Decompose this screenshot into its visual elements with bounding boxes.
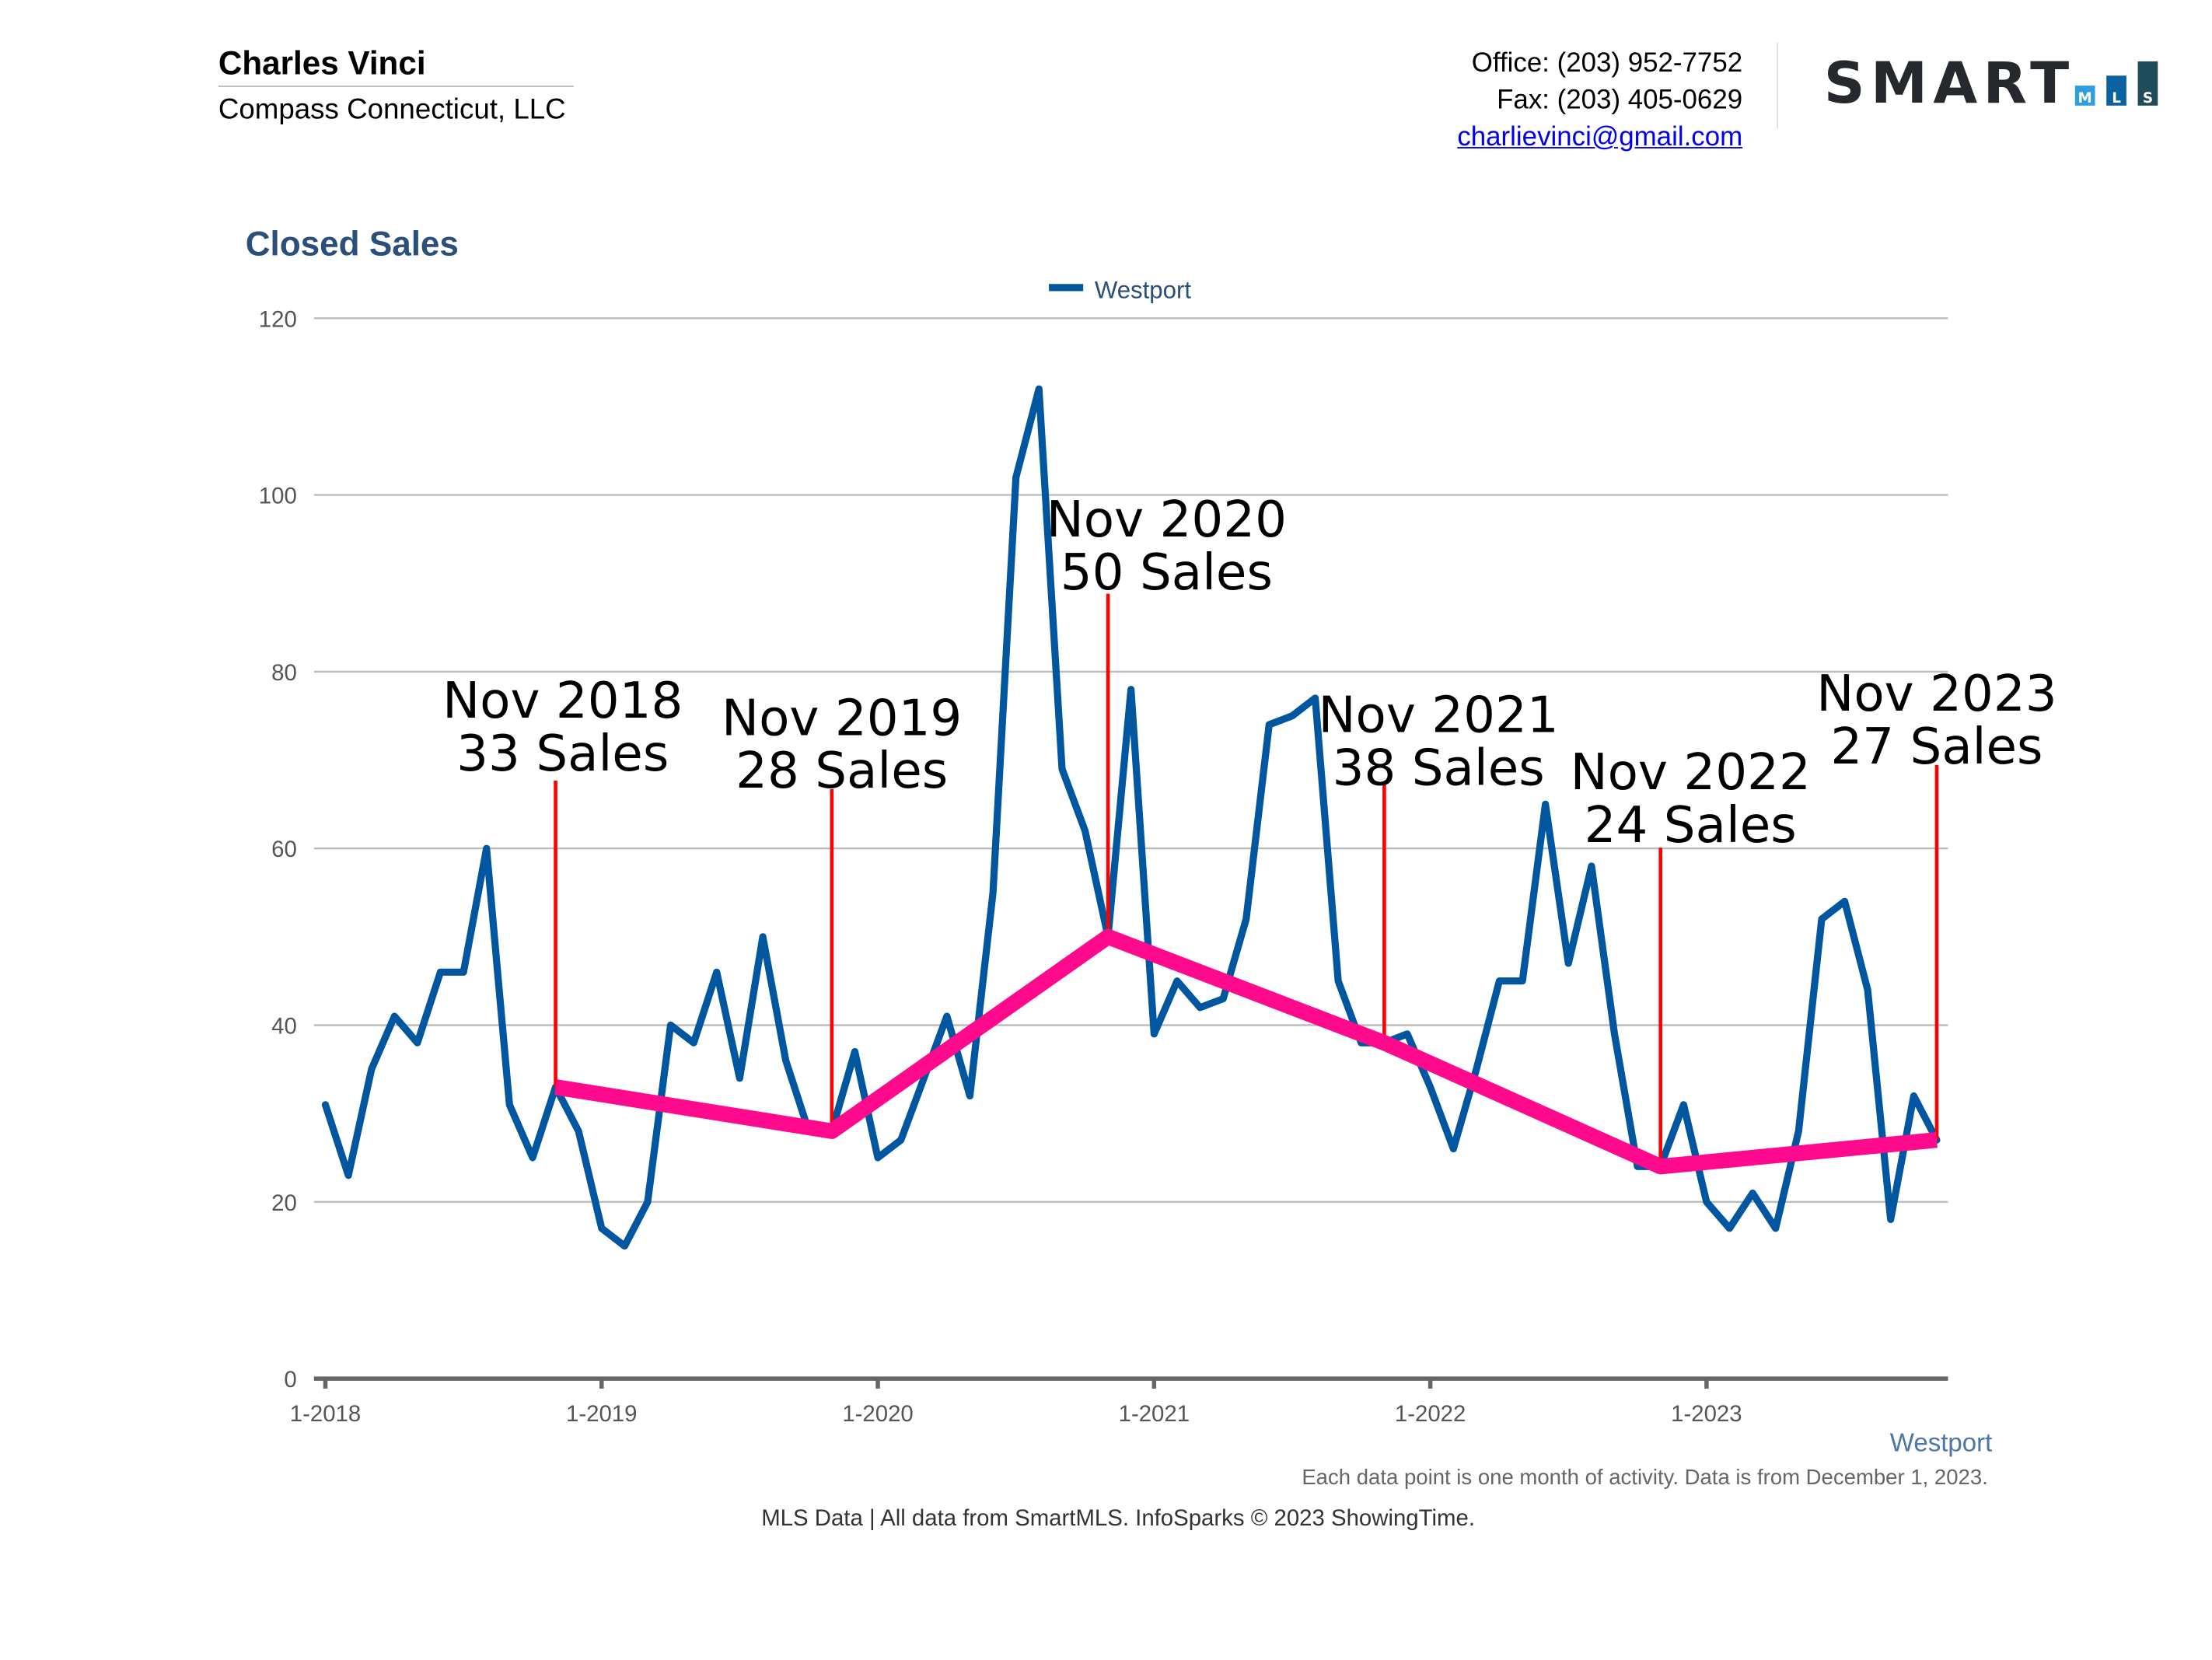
legend-swatch (1049, 284, 1083, 291)
legend: Westport (1049, 277, 1191, 304)
y-tick-label: 20 (271, 1190, 297, 1216)
november-trend-line (556, 937, 1937, 1167)
annotation-month: Nov 2021 (1319, 687, 1559, 745)
annotation-month: Nov 2019 (722, 689, 962, 747)
annotation-sales: 38 Sales (1333, 739, 1545, 798)
annotation-month: Nov 2018 (442, 672, 683, 730)
y-tick-label: 100 (259, 484, 297, 509)
y-tick-label: 80 (271, 660, 297, 686)
annotation-sales: 27 Sales (1830, 718, 2043, 776)
x-tick-label: 1-2019 (566, 1401, 637, 1427)
x-tick-label: 1-2022 (1395, 1401, 1466, 1427)
annotation-sales: 24 Sales (1585, 796, 1797, 854)
annotation-month: Nov 2022 (1571, 743, 1811, 802)
y-tick-label: 40 (271, 1014, 297, 1040)
x-tick-label: 1-2023 (1671, 1401, 1742, 1427)
legend-label: Westport (1095, 277, 1192, 304)
y-tick-label: 0 (284, 1367, 296, 1393)
annotation-month: Nov 2020 (1047, 491, 1287, 549)
x-tick-label: 1-2020 (842, 1401, 913, 1427)
annotation-sales: 28 Sales (736, 742, 948, 800)
x-tick-label: 1-2018 (290, 1401, 361, 1427)
data-note: Each data point is one month of activity… (1302, 1466, 1988, 1490)
annotation-month: Nov 2023 (1816, 665, 2056, 723)
y-tick-label: 120 (259, 306, 297, 332)
annotation-sales: 33 Sales (456, 725, 669, 783)
source-footer: MLS Data | All data from SmartMLS. InfoS… (0, 1507, 2212, 1532)
x-tick-label: 1-2021 (1119, 1401, 1190, 1427)
series-label: Westport (1890, 1428, 1993, 1459)
annotation-sales: 50 Sales (1061, 543, 1273, 602)
y-tick-label: 60 (271, 837, 297, 862)
